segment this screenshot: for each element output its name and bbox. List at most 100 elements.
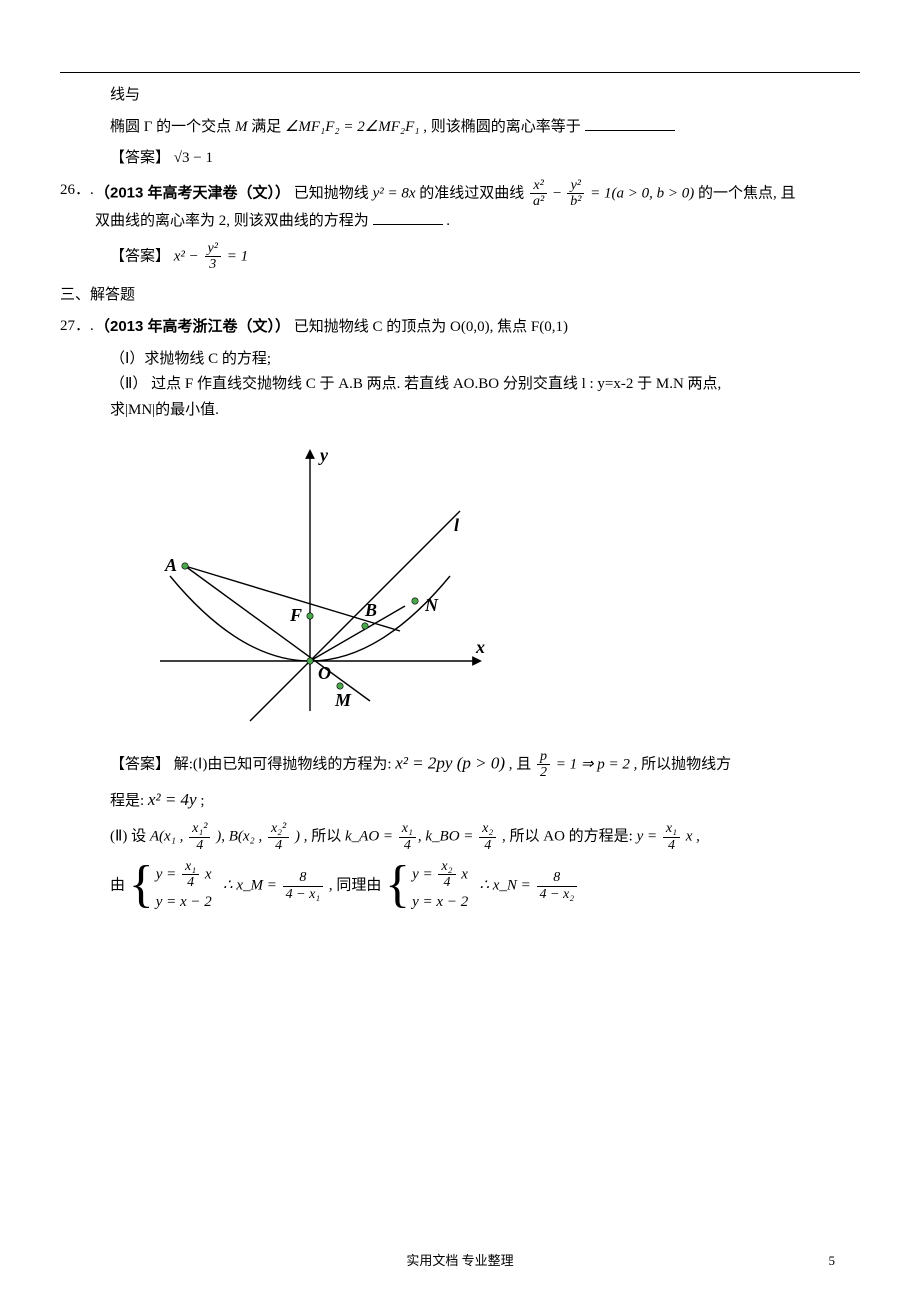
text: . bbox=[446, 213, 450, 229]
q27-stem: 已知抛物线 C 的顶点为 O(0,0), 焦点 F(0,1) bbox=[294, 319, 568, 335]
text: 的一个焦点, 且 bbox=[698, 185, 796, 201]
den: 4 bbox=[268, 838, 289, 853]
text: 已知抛物线 bbox=[294, 185, 373, 201]
xn-frac: 8 4 − x₂ bbox=[537, 870, 578, 902]
q26: 26．. （2013 年高考天津卷（文）） 已知抛物线 y² = 8x 的准线过… bbox=[60, 178, 860, 235]
den: 4 bbox=[189, 838, 210, 853]
num: y² bbox=[567, 178, 584, 194]
text: , 所以 AO 的方程是: bbox=[502, 829, 637, 845]
text: 椭圆 Γ 的一个交点 bbox=[110, 119, 235, 135]
sys2-r1-lhs: y = bbox=[412, 866, 433, 882]
ans-lhs: x² − bbox=[174, 248, 199, 264]
content: 线与 椭圆 Γ 的一个交点 M 满足 ∠MF₁F₂ = 2∠MF₂F₁ , 则该… bbox=[60, 83, 860, 913]
answer-label: 【答案】 bbox=[110, 150, 170, 166]
svg-text:F: F bbox=[289, 605, 302, 625]
svg-text:B: B bbox=[364, 600, 377, 620]
num: x₁ bbox=[182, 859, 199, 875]
ans-frac: y² 3 bbox=[205, 241, 221, 273]
den: a² bbox=[530, 194, 547, 209]
q27-answer-line3: (Ⅱ) 设 A(x₁ , x₁² 4 ), B(x₂ , x₂² 4 ) , 所… bbox=[60, 821, 860, 853]
footer-text: 实用文档 专业整理 bbox=[406, 1253, 513, 1268]
text: 的准线过双曲线 bbox=[419, 185, 528, 201]
eqAO-post: x bbox=[686, 829, 693, 845]
sys1-r2: y = x − 2 bbox=[156, 891, 212, 914]
num: 8 bbox=[283, 870, 324, 886]
q27-part2: （Ⅱ） 过点 F 作直线交抛物线 C 于 A.B 两点. 若直线 AO.BO 分… bbox=[60, 372, 860, 398]
q27-answer-line2: 程是: x² = 4y ; bbox=[60, 786, 860, 815]
sys2-r2: y = x − 2 bbox=[412, 891, 468, 914]
B-post: ) bbox=[295, 829, 300, 845]
section-3-heading: 三、解答题 bbox=[60, 283, 860, 309]
A-frac: x₁² 4 bbox=[189, 821, 210, 853]
svg-text:N: N bbox=[424, 595, 439, 615]
kBO-frac: x₂ 4 bbox=[479, 821, 496, 853]
q27-part3: 求|MN|的最小值. bbox=[60, 398, 860, 424]
text: 解:(Ⅰ)由已知可得抛物线的方程为: bbox=[174, 756, 396, 772]
eq2: x² = 4y bbox=[148, 790, 197, 809]
brace-icon: { bbox=[129, 859, 156, 913]
parabola-eq: y² = 8x bbox=[373, 185, 416, 201]
den: 4 bbox=[182, 875, 199, 890]
xm-frac: 8 4 − x₁ bbox=[283, 870, 324, 902]
q27-body: （2013 年高考浙江卷（文）） 已知抛物线 C 的顶点为 O(0,0), 焦点… bbox=[95, 314, 860, 341]
A-pre: A(x₁ , bbox=[150, 829, 184, 845]
text: ; bbox=[200, 793, 204, 809]
num: x₁² bbox=[189, 821, 210, 837]
ans-rhs: = 1 bbox=[227, 248, 248, 264]
q27-source: （2013 年高考浙江卷（文）） bbox=[95, 318, 290, 335]
system-1: { y = x₁ 4 x y = x − 2 bbox=[129, 859, 212, 913]
sys1-r1-post: x bbox=[205, 866, 212, 882]
text: 程是: bbox=[110, 793, 148, 809]
frag-line1: 线与 bbox=[60, 83, 860, 109]
num: x₂ bbox=[479, 821, 496, 837]
sys1-r1-frac: x₁ 4 bbox=[182, 859, 199, 891]
sys2-r1-frac: x₂ 4 bbox=[438, 859, 455, 891]
q26-number: 26．. bbox=[60, 178, 95, 204]
A-post: ) bbox=[216, 829, 221, 845]
q27-answer-line1: 【答案】 解:(Ⅰ)由已知可得抛物线的方程为: x² = 2py (p > 0)… bbox=[60, 749, 860, 781]
den: 4 bbox=[479, 838, 496, 853]
svg-text:y: y bbox=[318, 445, 329, 465]
den: 4 bbox=[663, 838, 680, 853]
header-rule bbox=[60, 72, 860, 73]
eqAO-lhs: y = bbox=[637, 829, 658, 845]
text: , bbox=[696, 829, 700, 845]
sys1-r1-lhs: y = bbox=[156, 866, 177, 882]
diagram-svg: AFBNMOxyl bbox=[140, 431, 500, 731]
answer-value: √3 − 1 bbox=[174, 150, 213, 166]
angle-cond: ∠MF₁F₂ = 2∠MF₂F₁ bbox=[285, 119, 420, 135]
den: 2 bbox=[537, 765, 550, 780]
page-number: 5 bbox=[829, 1250, 836, 1272]
text: (Ⅱ) 设 bbox=[110, 829, 150, 845]
imp: = 1 ⇒ p = 2 , bbox=[556, 756, 638, 772]
den: 3 bbox=[205, 257, 221, 272]
num: 8 bbox=[537, 870, 578, 886]
text: 所以抛物线方 bbox=[641, 756, 731, 772]
num: y² bbox=[205, 241, 221, 257]
hyp-frac-left: x² a² bbox=[530, 178, 547, 210]
sys2-r1-post: x bbox=[461, 866, 468, 882]
den: 4 bbox=[399, 838, 416, 853]
num: x₂ bbox=[438, 859, 455, 875]
frag-answer: 【答案】 √3 − 1 bbox=[60, 146, 860, 172]
num: p bbox=[537, 749, 550, 765]
q27-part1: （Ⅰ）求抛物线 C 的方程; bbox=[60, 347, 860, 373]
den: 4 bbox=[438, 875, 455, 890]
text: , 同理由 bbox=[329, 878, 385, 894]
footer: 实用文档 专业整理 5 bbox=[0, 1250, 920, 1272]
q26-body: （2013 年高考天津卷（文）） 已知抛物线 y² = 8x 的准线过双曲线 x… bbox=[95, 178, 860, 235]
q26-answer: 【答案】 x² − y² 3 = 1 bbox=[60, 241, 860, 273]
hyp-frac-right: y² b² bbox=[567, 178, 584, 210]
kAO-frac: x₁ 4 bbox=[399, 821, 416, 853]
text: 满足 bbox=[251, 119, 285, 135]
p-over-2: p 2 bbox=[537, 749, 550, 781]
B-frac: x₂² 4 bbox=[268, 821, 289, 853]
blank bbox=[585, 115, 675, 131]
svg-text:l: l bbox=[454, 515, 459, 535]
text: , 所以 bbox=[304, 829, 345, 845]
text: , 则该椭圆的离心率等于 bbox=[423, 119, 581, 135]
q27-diagram: AFBNMOxyl bbox=[140, 431, 500, 741]
hyp-rhs: = 1(a > 0, b > 0) bbox=[590, 185, 694, 201]
den: b² bbox=[567, 194, 584, 209]
xn-pre: ∴ x_N = bbox=[479, 878, 530, 894]
